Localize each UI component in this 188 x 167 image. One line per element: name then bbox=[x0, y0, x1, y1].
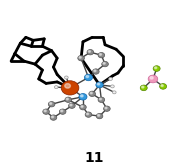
Circle shape bbox=[102, 61, 108, 67]
Circle shape bbox=[104, 106, 110, 111]
Circle shape bbox=[103, 62, 105, 64]
Circle shape bbox=[79, 57, 81, 58]
Circle shape bbox=[85, 112, 92, 117]
Circle shape bbox=[153, 66, 160, 71]
Text: 11: 11 bbox=[84, 151, 104, 165]
Circle shape bbox=[160, 84, 167, 89]
Circle shape bbox=[105, 107, 107, 109]
Circle shape bbox=[111, 85, 114, 88]
Circle shape bbox=[64, 76, 68, 79]
Circle shape bbox=[78, 55, 84, 61]
Circle shape bbox=[52, 116, 54, 118]
Circle shape bbox=[44, 110, 46, 112]
Circle shape bbox=[65, 97, 71, 102]
Circle shape bbox=[59, 109, 66, 114]
Circle shape bbox=[48, 102, 55, 107]
Circle shape bbox=[81, 106, 83, 107]
Circle shape bbox=[96, 113, 103, 119]
Circle shape bbox=[112, 91, 116, 94]
Circle shape bbox=[92, 69, 99, 74]
Circle shape bbox=[161, 85, 163, 87]
Circle shape bbox=[90, 92, 92, 94]
Circle shape bbox=[87, 50, 94, 55]
Circle shape bbox=[88, 51, 90, 52]
Circle shape bbox=[65, 84, 70, 88]
Circle shape bbox=[109, 77, 112, 80]
Circle shape bbox=[94, 70, 96, 72]
Circle shape bbox=[97, 83, 100, 85]
Circle shape bbox=[50, 115, 57, 120]
Circle shape bbox=[99, 54, 102, 55]
Circle shape bbox=[43, 109, 49, 114]
Circle shape bbox=[79, 94, 87, 100]
Circle shape bbox=[98, 115, 100, 116]
Circle shape bbox=[69, 103, 75, 108]
Circle shape bbox=[66, 98, 68, 100]
Circle shape bbox=[150, 77, 153, 79]
Circle shape bbox=[61, 110, 63, 112]
Circle shape bbox=[86, 75, 89, 78]
Circle shape bbox=[61, 81, 79, 95]
Circle shape bbox=[70, 104, 72, 106]
Circle shape bbox=[84, 74, 92, 81]
Circle shape bbox=[50, 103, 52, 104]
Circle shape bbox=[142, 86, 144, 88]
Circle shape bbox=[99, 98, 102, 100]
Circle shape bbox=[86, 113, 89, 115]
Circle shape bbox=[155, 67, 157, 69]
Circle shape bbox=[54, 86, 58, 89]
Circle shape bbox=[148, 75, 158, 83]
Circle shape bbox=[98, 52, 105, 58]
Circle shape bbox=[80, 105, 86, 110]
Circle shape bbox=[140, 85, 147, 91]
Circle shape bbox=[98, 97, 105, 102]
Circle shape bbox=[80, 95, 83, 97]
Circle shape bbox=[96, 82, 103, 88]
Circle shape bbox=[89, 91, 96, 97]
